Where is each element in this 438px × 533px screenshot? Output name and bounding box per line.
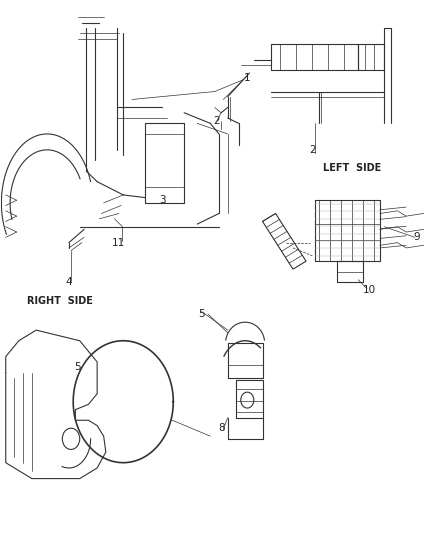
Text: 8: 8 — [218, 423, 225, 433]
Text: LEFT  SIDE: LEFT SIDE — [323, 164, 381, 173]
Text: 3: 3 — [159, 195, 166, 205]
Text: RIGHT  SIDE: RIGHT SIDE — [27, 296, 93, 306]
Text: 5: 5 — [198, 309, 205, 319]
Text: 1: 1 — [244, 73, 251, 83]
Text: 5: 5 — [74, 362, 81, 372]
Text: 9: 9 — [414, 232, 420, 243]
Text: 2: 2 — [309, 145, 316, 155]
Text: 10: 10 — [363, 285, 376, 295]
Text: 4: 4 — [66, 277, 72, 287]
Text: 11: 11 — [111, 238, 125, 248]
Text: 2: 2 — [213, 116, 220, 126]
